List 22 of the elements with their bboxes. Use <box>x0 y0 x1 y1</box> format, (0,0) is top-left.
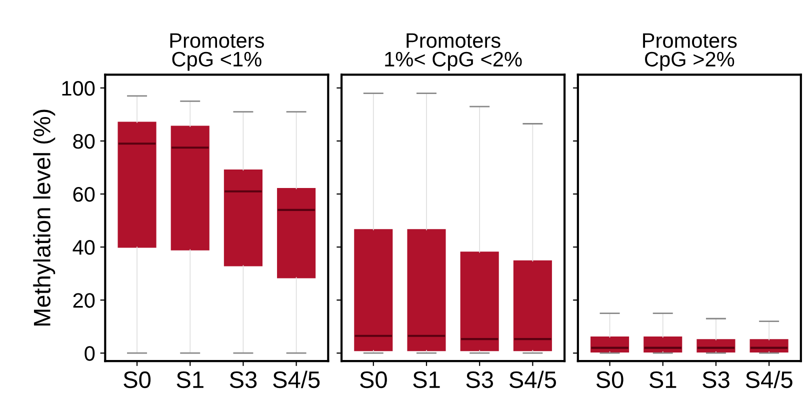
x-tick-label: S0 <box>360 371 387 388</box>
x-tick-label: S1 <box>176 371 204 388</box>
y-axis-title: Methylation level (%) <box>33 110 56 326</box>
x-tick-label: S1 <box>650 371 676 388</box>
chart-title: Promoters CpG >2% <box>643 33 737 71</box>
y-tick-label: 0 <box>84 346 95 361</box>
chart-title: Promoters CpG <1% <box>170 33 264 71</box>
y-tick-label: 20 <box>73 293 95 308</box>
y-tick-label: 80 <box>73 134 95 149</box>
y-tick-label: 40 <box>72 240 95 255</box>
x-tick-label: S3 <box>702 371 730 388</box>
x-tick-label: S3 <box>466 371 493 388</box>
y-tick-label: 100 <box>62 80 95 96</box>
x-tick-label: S0 <box>596 371 624 388</box>
x-tick-label: S3 <box>230 371 257 388</box>
x-tick-label: S0 <box>124 371 151 388</box>
x-tick-label: S4/5 <box>509 370 556 388</box>
chart-title: Promoters 1%< CpG <2% <box>385 33 522 71</box>
x-tick-label: S4/5 <box>273 370 320 388</box>
y-tick-label: 60 <box>73 187 95 202</box>
x-tick-label: S1 <box>413 371 440 388</box>
x-tick-label: S4/5 <box>746 370 792 388</box>
